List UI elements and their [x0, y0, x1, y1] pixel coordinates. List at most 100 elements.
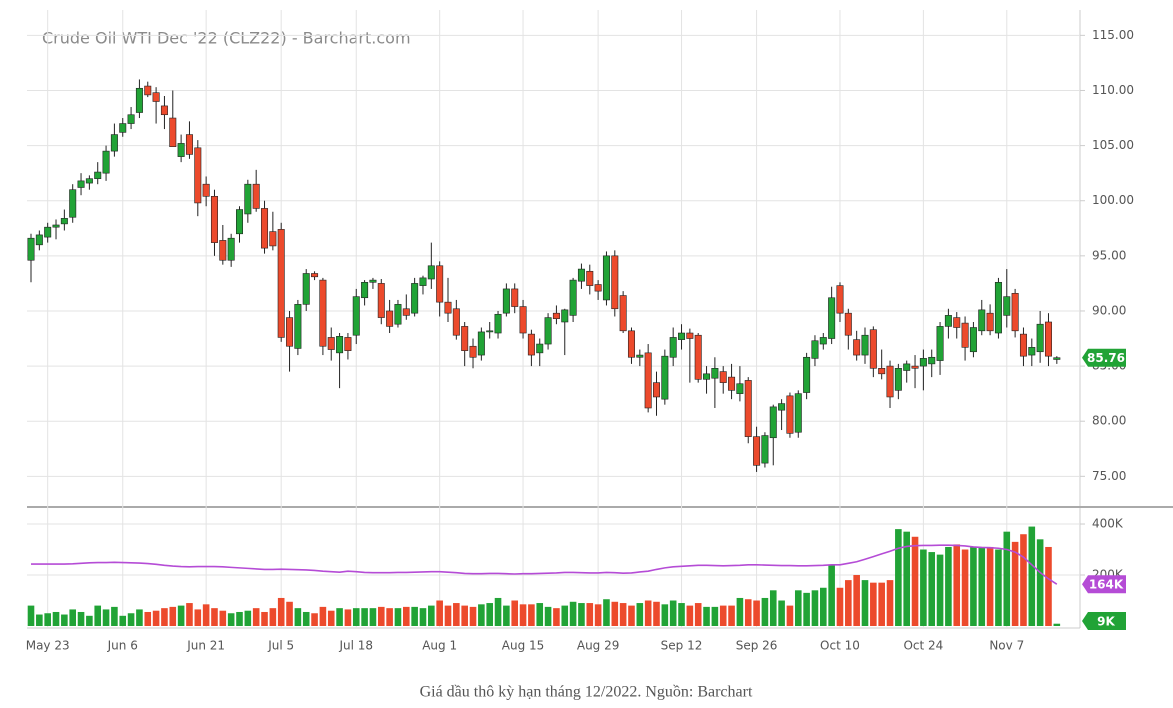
candle-body — [319, 279, 327, 347]
candle-body — [1044, 321, 1052, 357]
candle-body — [519, 306, 527, 334]
candle-body — [369, 279, 377, 283]
candle-body — [110, 134, 118, 152]
volume-bar — [311, 613, 318, 626]
candle-body — [703, 373, 711, 380]
volume-bar — [1020, 534, 1027, 626]
volume-bar — [644, 600, 652, 626]
volume-badge-shape — [1082, 612, 1126, 630]
y-tick-label: 115.00 — [1092, 28, 1134, 42]
candle-body — [294, 304, 302, 349]
volume-bar — [486, 603, 493, 626]
candle-body — [419, 277, 427, 286]
volume-bar — [920, 549, 927, 626]
volume-bar — [61, 614, 68, 626]
candle-body — [236, 209, 244, 235]
candle-body — [978, 309, 986, 332]
candle-body — [44, 226, 52, 238]
y-tick-label: 105.00 — [1092, 138, 1134, 152]
x-tick-label: Aug 1 — [422, 639, 457, 653]
volume-bar — [77, 611, 85, 626]
volume-bar — [119, 615, 127, 626]
volume-bar — [961, 549, 969, 626]
candle-body — [919, 358, 927, 367]
candle-body — [1036, 323, 1044, 353]
candle-body — [386, 310, 394, 327]
volume-bar — [36, 614, 43, 626]
volume-bar — [386, 608, 393, 626]
candle-body — [444, 301, 452, 314]
x-tick-label: Jun 6 — [107, 639, 138, 653]
candle-body — [678, 332, 686, 340]
candle-body — [761, 435, 769, 464]
volume-bar — [845, 580, 852, 626]
volume-bar — [453, 603, 460, 626]
candle-body — [35, 234, 43, 246]
volume-bar — [528, 604, 535, 626]
volume-bar — [586, 603, 594, 626]
x-tick-label: Jul 5 — [267, 639, 294, 653]
x-tick-label: May 23 — [26, 639, 70, 653]
volume-bar — [669, 600, 677, 626]
volume-bar — [1011, 541, 1019, 626]
candle-body — [836, 285, 844, 314]
volume-bar — [86, 615, 93, 626]
volume-bar — [786, 605, 794, 626]
volume-bar — [202, 604, 210, 626]
candle-body — [903, 363, 911, 371]
volume-bar — [569, 601, 577, 626]
volume-bar — [1003, 531, 1011, 626]
caption: Giá dầu thô kỳ hạn tháng 12/2022. Nguồn:… — [420, 684, 753, 701]
volume-bar — [1028, 526, 1036, 626]
candle-body — [986, 312, 994, 332]
volume-badge: 9K — [1097, 615, 1115, 629]
volume-bar — [411, 606, 418, 626]
candle-body — [102, 150, 110, 174]
candle-body — [669, 337, 677, 358]
candle-body — [577, 268, 585, 282]
volume-bar — [911, 536, 919, 626]
candle-body — [786, 395, 794, 434]
x-tick-label: Sep 26 — [736, 639, 778, 653]
candle-body — [469, 345, 477, 358]
volume-bar — [678, 603, 685, 626]
candle-body — [686, 332, 694, 339]
ma-badge: 164K — [1089, 578, 1124, 592]
candle-body — [344, 337, 352, 351]
volume-bar — [719, 605, 727, 626]
volume-bar — [561, 605, 569, 626]
volume-bar — [327, 610, 335, 626]
candle-body — [502, 288, 510, 314]
volume-bar — [1036, 539, 1044, 626]
candle-body — [194, 147, 202, 204]
volume-bar — [252, 608, 260, 626]
candle-body — [527, 333, 535, 356]
volume-bar — [594, 604, 602, 626]
y2-tick-label: 400K — [1092, 517, 1124, 531]
candle-body — [394, 304, 402, 325]
candle-body — [144, 85, 152, 96]
volume-bar — [436, 600, 443, 626]
volume-bar — [661, 604, 669, 626]
volume-bar — [94, 605, 102, 626]
candle-body — [694, 334, 702, 380]
volume-bar — [828, 564, 835, 626]
volume-bar — [903, 531, 910, 626]
candle-body — [861, 334, 869, 356]
candle-body — [602, 255, 610, 301]
chart-title: Crude Oil WTI Dec '22 (CLZ22) - Barchart… — [42, 29, 411, 48]
volume-bar — [352, 608, 360, 626]
candle-body — [352, 296, 360, 336]
candle-body — [728, 376, 736, 391]
y-tick-label: 80.00 — [1092, 414, 1126, 428]
candle-body — [811, 340, 819, 359]
volume-bar — [744, 599, 752, 626]
candle-body — [277, 229, 285, 338]
volume-bar — [544, 606, 552, 626]
candle-body — [85, 178, 93, 184]
volume-bar — [286, 601, 293, 626]
volume-bar — [261, 611, 268, 626]
candle-body — [436, 265, 444, 303]
